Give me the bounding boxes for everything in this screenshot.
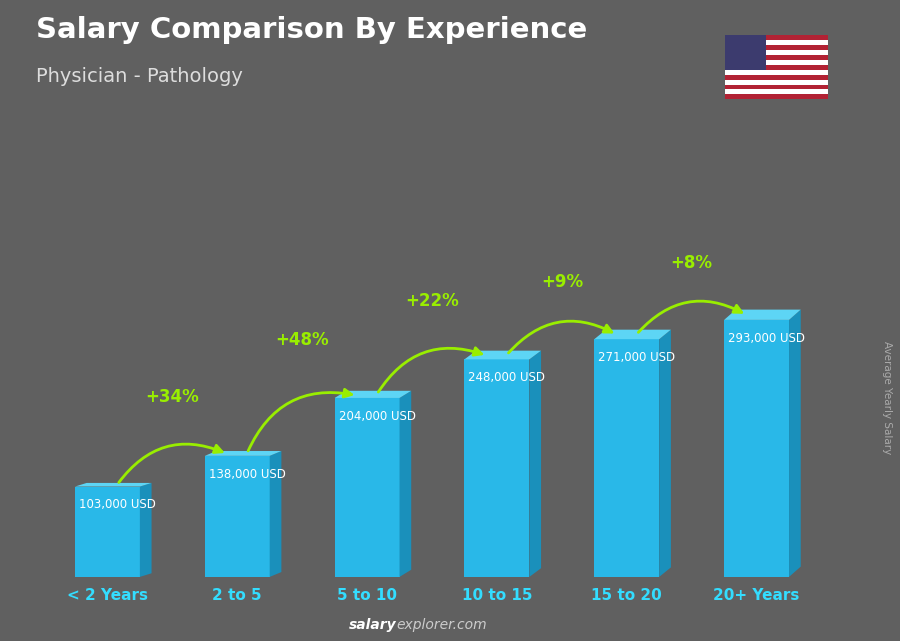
Text: 204,000 USD: 204,000 USD bbox=[338, 410, 416, 422]
Text: Average Yearly Salary: Average Yearly Salary bbox=[881, 341, 892, 454]
Text: 248,000 USD: 248,000 USD bbox=[468, 371, 545, 384]
Text: +34%: +34% bbox=[146, 388, 199, 406]
Polygon shape bbox=[659, 329, 670, 577]
FancyArrowPatch shape bbox=[378, 348, 482, 392]
Text: 103,000 USD: 103,000 USD bbox=[79, 498, 156, 512]
Text: explorer.com: explorer.com bbox=[396, 618, 487, 632]
FancyArrowPatch shape bbox=[638, 301, 742, 333]
Text: 138,000 USD: 138,000 USD bbox=[209, 467, 285, 481]
Text: 293,000 USD: 293,000 USD bbox=[728, 331, 805, 345]
Bar bbox=[724, 65, 828, 70]
Polygon shape bbox=[594, 339, 659, 577]
Polygon shape bbox=[205, 451, 282, 456]
Bar bbox=[724, 85, 828, 90]
Bar bbox=[724, 50, 828, 55]
Bar bbox=[724, 94, 828, 99]
Bar bbox=[724, 79, 828, 85]
Text: 271,000 USD: 271,000 USD bbox=[598, 351, 675, 364]
Polygon shape bbox=[724, 320, 789, 577]
Polygon shape bbox=[464, 360, 529, 577]
Text: Physician - Pathology: Physician - Pathology bbox=[36, 67, 243, 87]
Polygon shape bbox=[140, 483, 151, 577]
Bar bbox=[724, 35, 828, 40]
Polygon shape bbox=[400, 391, 411, 577]
Text: +22%: +22% bbox=[405, 292, 459, 310]
Text: +8%: +8% bbox=[670, 254, 713, 272]
Polygon shape bbox=[270, 451, 282, 577]
Polygon shape bbox=[335, 391, 411, 398]
Polygon shape bbox=[205, 456, 270, 577]
Bar bbox=[724, 70, 828, 75]
Text: Salary Comparison By Experience: Salary Comparison By Experience bbox=[36, 16, 587, 44]
Bar bbox=[724, 90, 828, 94]
Bar bbox=[724, 55, 828, 60]
Polygon shape bbox=[75, 483, 151, 487]
Text: +9%: +9% bbox=[541, 272, 583, 290]
FancyArrowPatch shape bbox=[508, 321, 612, 353]
Bar bbox=[724, 75, 828, 79]
Text: salary: salary bbox=[348, 618, 396, 632]
Bar bbox=[724, 45, 828, 50]
Polygon shape bbox=[75, 487, 140, 577]
Bar bbox=[724, 40, 828, 45]
Polygon shape bbox=[529, 351, 541, 577]
Polygon shape bbox=[464, 351, 541, 360]
Polygon shape bbox=[594, 329, 670, 339]
FancyArrowPatch shape bbox=[248, 389, 352, 451]
Polygon shape bbox=[724, 310, 801, 320]
Polygon shape bbox=[335, 398, 400, 577]
FancyArrowPatch shape bbox=[119, 444, 222, 483]
Text: +48%: +48% bbox=[275, 331, 329, 349]
Bar bbox=[724, 35, 766, 70]
Polygon shape bbox=[789, 310, 801, 577]
Bar bbox=[724, 60, 828, 65]
